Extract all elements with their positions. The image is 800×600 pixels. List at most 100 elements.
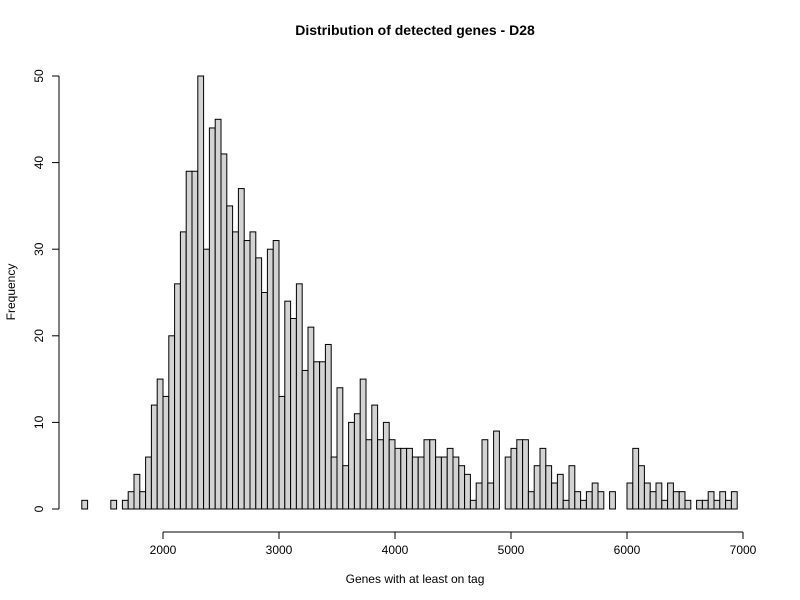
histogram-bar [551, 482, 558, 510]
histogram-bar [319, 361, 326, 510]
histogram-bar [249, 231, 257, 510]
histogram-bar [226, 205, 234, 510]
histogram-bar [272, 240, 280, 510]
y-tick-label: 30 [32, 242, 46, 256]
histogram-bar [377, 439, 384, 510]
histogram-bar [446, 447, 454, 510]
histogram-bar [284, 300, 292, 510]
histogram-bar [632, 447, 640, 510]
y-tick-label: 50 [32, 69, 46, 83]
histogram-bar [481, 439, 489, 510]
histogram-bar [661, 499, 669, 510]
histogram-bar [458, 465, 466, 510]
histogram-bar [539, 447, 547, 510]
histogram-bar [290, 317, 297, 510]
histogram-bar [643, 482, 651, 510]
histogram-bar [348, 421, 355, 510]
histogram-bar [568, 465, 576, 510]
histogram-bar [475, 482, 483, 510]
y-axis-title: Frequency [4, 264, 18, 321]
x-tick-label: 4000 [382, 543, 409, 557]
histogram-bar [243, 240, 251, 510]
y-tick-label: 10 [32, 415, 46, 429]
histogram-bar [585, 491, 593, 510]
histogram-bar [81, 499, 89, 510]
histogram-bar [510, 447, 518, 510]
histogram-bar [342, 465, 350, 510]
histogram-bar [121, 499, 129, 510]
histogram-bar [672, 491, 680, 510]
histogram-bar [353, 413, 361, 510]
histogram-bar [307, 326, 315, 510]
x-tick-label: 2000 [150, 543, 177, 557]
x-axis-title: Genes with at least on tag [346, 572, 485, 586]
histogram-bar [179, 231, 187, 510]
histogram-bar [469, 499, 477, 510]
histogram-bar [388, 439, 396, 510]
histogram-bar [139, 491, 147, 510]
histogram-bar [168, 335, 176, 510]
histogram-bar [301, 369, 309, 510]
histogram-bar [730, 491, 738, 510]
histogram-bar [185, 170, 193, 510]
histogram-bar [440, 456, 448, 510]
x-axis: 2000 3000 4000 5000 6000 7000 [150, 531, 757, 557]
histogram-bar [423, 439, 431, 510]
histogram-bar [493, 430, 500, 510]
x-tick-label: 3000 [266, 543, 293, 557]
y-tick-label: 20 [32, 329, 46, 343]
histogram-bar [707, 491, 715, 510]
histogram-bar [336, 387, 344, 510]
histogram-bar [725, 499, 732, 510]
histogram-bar [417, 456, 425, 510]
histogram-bar [591, 482, 599, 510]
histogram-bar [562, 499, 570, 510]
histogram-bar [545, 465, 553, 510]
histogram-bar [667, 482, 674, 510]
x-tick-label: 7000 [730, 543, 757, 557]
histogram-bar [278, 395, 286, 510]
histogram-bar [435, 456, 442, 510]
histogram-bar [324, 343, 332, 510]
bars-group [81, 75, 738, 510]
histogram-bar [580, 499, 587, 510]
histogram-bar [678, 491, 686, 510]
histogram-bar [638, 465, 645, 510]
histogram-bar [452, 456, 460, 510]
y-axis: 0 10 20 30 40 50 [32, 69, 60, 512]
histogram-bar [597, 491, 605, 510]
histogram-bar [156, 378, 164, 510]
histogram-bar [406, 447, 413, 510]
histogram-bar [719, 491, 727, 510]
histogram-bar [649, 491, 657, 510]
histogram-bar [232, 231, 239, 510]
histogram-bar [696, 499, 703, 510]
x-tick-label: 5000 [498, 543, 525, 557]
histogram-bar [214, 118, 222, 510]
histogram-bar [220, 153, 228, 510]
histogram-bar [110, 499, 118, 510]
histogram-bar [464, 473, 471, 510]
histogram-bar [684, 499, 692, 510]
histogram-bar [255, 257, 263, 510]
histogram-bar [574, 491, 582, 510]
histogram-bar [411, 456, 419, 510]
histogram-bar [145, 456, 152, 510]
y-tick-label: 0 [32, 505, 46, 512]
histogram-bar [522, 439, 529, 510]
histogram-bar [330, 456, 338, 510]
histogram-bar [527, 491, 535, 510]
histogram-bar [487, 482, 495, 510]
histogram-bar [313, 361, 321, 510]
histogram-bar [655, 482, 663, 510]
histogram-bar [150, 404, 158, 510]
histogram-bar [626, 482, 634, 510]
histogram-bar [295, 283, 303, 510]
histogram-bar [504, 456, 512, 510]
histogram-bar [261, 292, 268, 510]
x-tick-label: 6000 [614, 543, 641, 557]
histogram-bar [365, 439, 373, 510]
histogram-bar [237, 188, 245, 510]
y-tick-label: 40 [32, 156, 46, 170]
